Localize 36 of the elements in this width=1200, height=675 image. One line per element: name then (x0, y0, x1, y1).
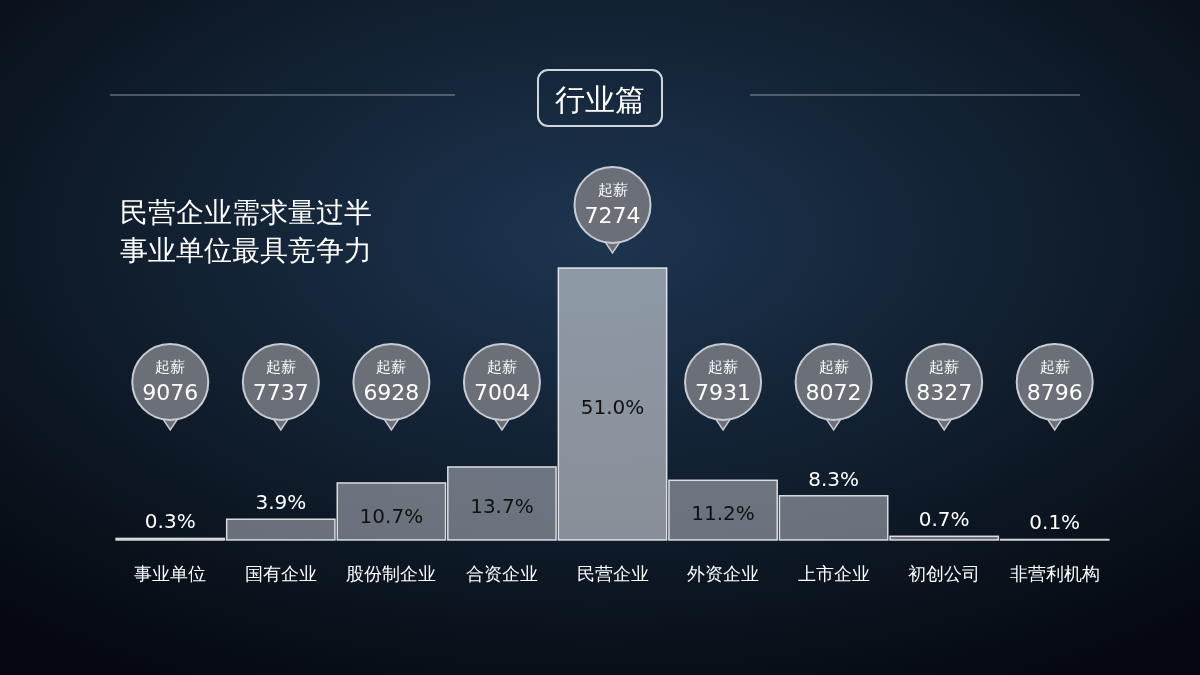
x-tick-label: 初创公司 (908, 563, 981, 584)
x-tick-label: 外资企业 (687, 563, 760, 584)
data-label: 0.7% (918, 507, 970, 532)
x-tick-label: 非营利机构 (1009, 563, 1100, 584)
data-label: 0.1% (1029, 510, 1081, 535)
data-label: 8.3% (808, 466, 860, 491)
data-label: 0.3% (144, 509, 196, 534)
data-label: 3.9% (255, 490, 307, 515)
x-tick-label: 合资企业 (465, 563, 538, 584)
bar (668, 479, 778, 541)
bar (778, 494, 889, 541)
x-tick-label: 上市企业 (797, 563, 870, 584)
bar (447, 466, 557, 541)
annotation: 起薪 6928 (363, 358, 420, 405)
annotation: 起薪 8072 (805, 358, 862, 405)
x-tick-label: 股份制企业 (346, 563, 437, 584)
x-tick-label: 国有企业 (244, 563, 317, 584)
bar (336, 482, 447, 541)
data-label: 51.0% (580, 395, 645, 419)
x-tick-label: 民营企业 (576, 563, 649, 584)
data-label: 11.2% (691, 501, 755, 526)
data-label: 10.7% (359, 503, 424, 528)
x-tick-label: 事业单位 (134, 563, 207, 584)
annotation: 起薪 7737 (252, 358, 309, 405)
chart-title: 行业篇 (555, 82, 645, 117)
text: 起薪 7274 (584, 181, 641, 228)
annotation: 起薪 7004 (473, 358, 530, 405)
data-label: 13.7% (470, 494, 534, 519)
annotation: 起薪 7931 (695, 358, 752, 405)
bar (225, 518, 336, 541)
bar (889, 535, 1000, 541)
annotation: 起薪 8327 (916, 358, 973, 405)
bar (557, 267, 668, 541)
annotation: 起薪 8796 (1026, 358, 1083, 405)
chart-subtitle: 民营企业需求量过半事业单位最具竞争力 (120, 196, 372, 267)
annotation: 起薪 9076 (142, 358, 199, 405)
